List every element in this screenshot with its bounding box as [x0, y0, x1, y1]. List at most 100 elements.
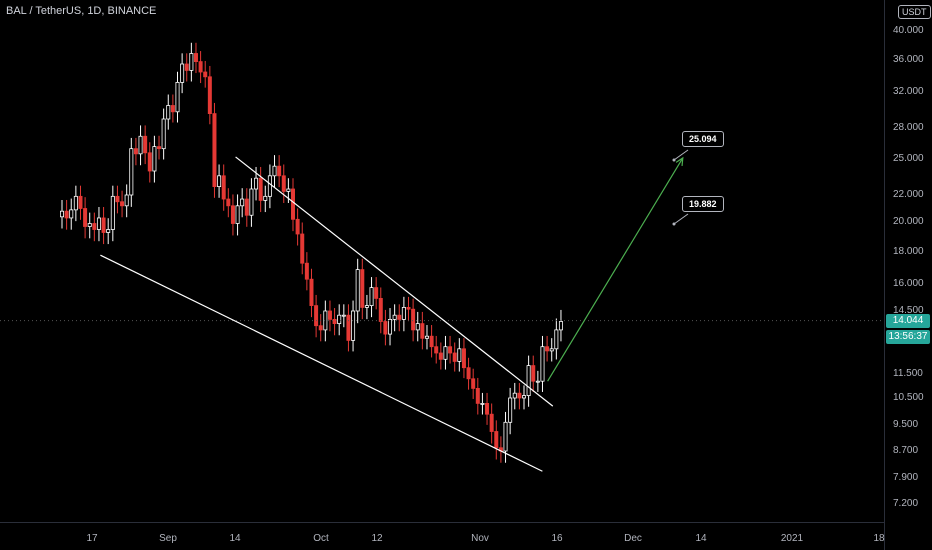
candle-body — [189, 53, 194, 71]
price-tick: 14.500 — [893, 305, 924, 316]
candles-layer — [60, 42, 563, 463]
candle-body — [415, 323, 420, 331]
candle-body — [166, 105, 171, 120]
candle-body — [489, 413, 494, 432]
candle-body — [438, 352, 443, 360]
time-tick: 2021 — [780, 533, 804, 544]
currency-button[interactable]: USDT — [898, 5, 931, 19]
candle-body — [110, 195, 115, 230]
candle-body — [351, 310, 356, 341]
candle-body — [221, 175, 226, 200]
candle-body — [360, 269, 365, 308]
price-tick: 9.500 — [893, 419, 919, 430]
time-tick: 14 — [695, 533, 707, 544]
candle-body — [369, 287, 374, 307]
projection-arrowhead-icon — [675, 156, 684, 166]
candle-body — [249, 188, 254, 216]
candle-body — [87, 223, 92, 227]
candle-body — [526, 365, 531, 397]
candle-body — [535, 380, 540, 383]
target-callout-high-pointer — [673, 149, 689, 161]
candle-body — [207, 76, 212, 115]
candle-body — [411, 308, 416, 331]
candle-body — [531, 365, 536, 382]
candle-body — [138, 135, 143, 155]
candle-body — [272, 165, 277, 177]
time-tick: 18 — [873, 533, 885, 544]
target-callout-low-pointer — [673, 213, 689, 225]
candle-body — [193, 53, 198, 62]
candle-body — [300, 233, 305, 264]
candle-body — [374, 287, 379, 299]
price-tick: 7.200 — [893, 498, 919, 509]
price-tick: 22.000 — [893, 189, 924, 200]
time-axis-divider — [0, 522, 884, 523]
candle-body — [133, 148, 138, 155]
candle-body — [304, 262, 309, 280]
projection-arrow-line[interactable] — [547, 157, 684, 382]
callout-anchor-dot — [672, 222, 676, 226]
price-tick: 16.000 — [893, 278, 924, 289]
candle-body — [277, 165, 282, 177]
time-tick: 17 — [86, 533, 98, 544]
candle-body — [323, 310, 328, 331]
candle-body — [78, 195, 83, 209]
price-tick: 40.000 — [893, 25, 924, 36]
price-tick: 8.700 — [893, 445, 919, 456]
candle-body — [392, 314, 397, 320]
candle-body — [522, 395, 527, 399]
candle-body — [240, 198, 245, 207]
countdown-badge: 13:56:37 — [886, 330, 930, 344]
candle-body — [217, 175, 222, 188]
candle-body — [517, 392, 522, 399]
candle-body — [466, 367, 471, 380]
candle-body — [226, 198, 231, 207]
time-tick: Dec — [624, 533, 642, 544]
candle-body — [143, 135, 148, 154]
candle-body — [540, 346, 545, 382]
candle-body — [545, 346, 550, 352]
candle-body — [101, 217, 106, 233]
candle-body — [485, 402, 490, 415]
candle-body — [480, 402, 485, 405]
candle-body — [434, 346, 439, 354]
candle-body — [180, 63, 185, 83]
candle-body — [203, 71, 208, 78]
candle-body — [263, 195, 268, 201]
candle-body — [388, 318, 393, 335]
candle-body — [314, 305, 319, 327]
candle-body — [406, 306, 411, 310]
channel-upper-line[interactable] — [235, 156, 554, 407]
candle-body — [401, 306, 406, 320]
price-tick: 10.500 — [893, 392, 924, 403]
candle-body — [286, 188, 291, 192]
candle-body — [147, 152, 152, 172]
candle-body — [157, 146, 162, 150]
candle-body — [461, 348, 466, 369]
candle-body — [115, 195, 120, 203]
candle-body — [83, 208, 88, 227]
channel-lower-line[interactable] — [100, 254, 543, 472]
candle-body — [124, 194, 129, 207]
candle-body — [254, 177, 259, 190]
candle-body — [327, 310, 332, 320]
candle-body — [318, 325, 323, 331]
candle-body — [420, 323, 425, 339]
candle-body — [549, 348, 554, 352]
callout-anchor-dot — [672, 158, 676, 162]
candle-body — [337, 314, 342, 325]
price-tick: 28.000 — [893, 122, 924, 133]
price-tick: 7.900 — [893, 472, 919, 483]
candle-body — [355, 269, 360, 312]
candle-body — [494, 431, 499, 449]
time-tick: 16 — [551, 533, 563, 544]
candle-body — [106, 229, 111, 233]
candle-body — [281, 175, 286, 192]
target-callout-low[interactable]: 19.882 — [682, 196, 724, 212]
candle-body — [457, 348, 462, 362]
drawings-layer — [0, 149, 884, 472]
candle-body — [60, 210, 65, 218]
target-callout-high[interactable]: 25.094 — [682, 131, 724, 147]
candle-body — [120, 201, 125, 207]
